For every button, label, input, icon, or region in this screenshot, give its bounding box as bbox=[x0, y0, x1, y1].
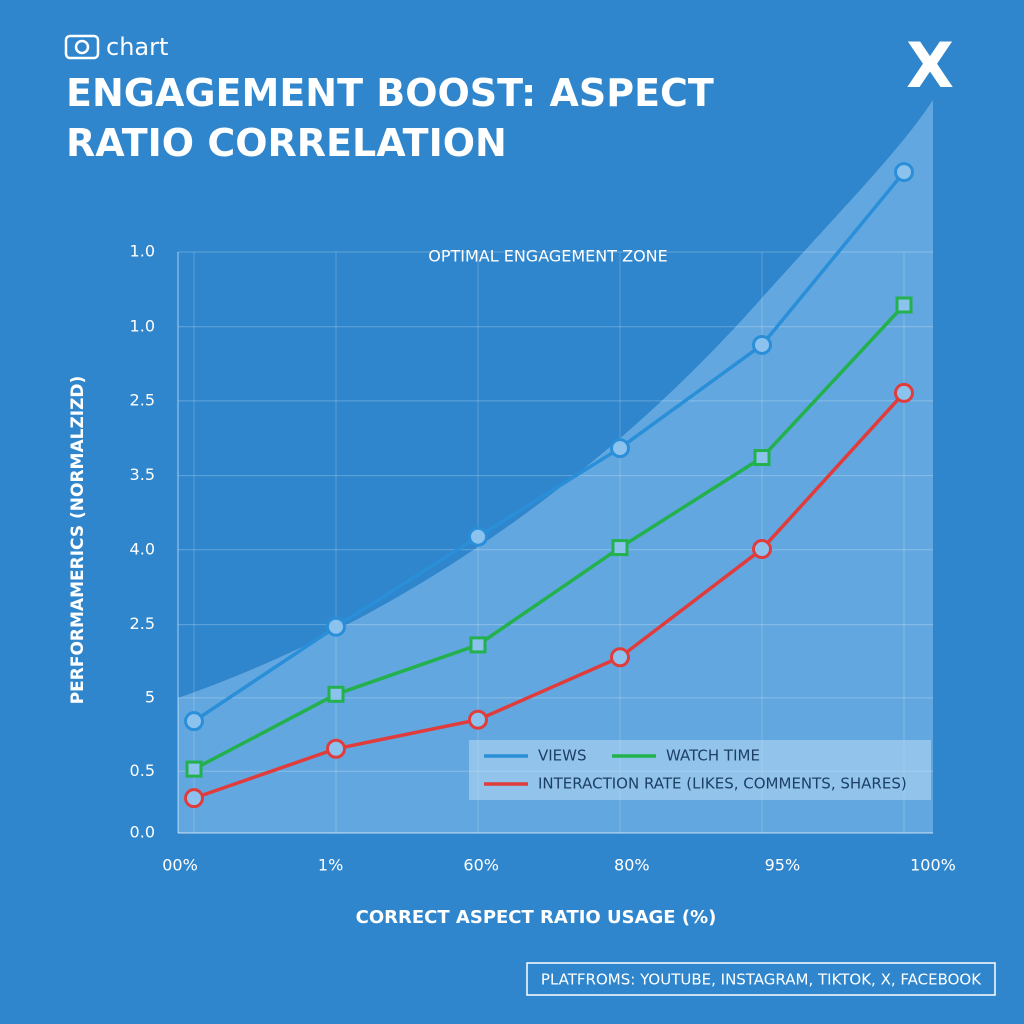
marker bbox=[468, 709, 488, 730]
marker bbox=[327, 685, 345, 703]
legend-label: WATCH TIME bbox=[666, 747, 760, 765]
marker bbox=[468, 526, 488, 547]
line bbox=[193, 171, 906, 723]
marker bbox=[184, 788, 204, 809]
x-tick-label: 60% bbox=[463, 856, 499, 875]
camera-lens bbox=[74, 39, 90, 55]
annotation: OPTIMAL ENGAGEMENT ZONE bbox=[428, 247, 668, 266]
line bbox=[193, 391, 906, 800]
y-tick-label: 4.0 bbox=[130, 539, 155, 558]
y-tick-label: 3.5 bbox=[130, 465, 155, 484]
x-tick-label: 1% bbox=[318, 856, 343, 875]
legend-label: INTERACTION RATE (LIKES, COMMENTS, SHARE… bbox=[538, 775, 907, 793]
y-tick-label: 1.0 bbox=[130, 316, 155, 335]
y-tick-label: 5 bbox=[145, 687, 155, 706]
footer-box bbox=[526, 962, 996, 996]
x-tick-label: 80% bbox=[614, 856, 650, 875]
marker bbox=[610, 438, 630, 459]
marker bbox=[610, 647, 630, 668]
optimal-zone bbox=[178, 100, 933, 833]
marker bbox=[326, 738, 346, 759]
marker bbox=[326, 616, 346, 637]
camera-icon bbox=[64, 34, 100, 60]
marker bbox=[895, 296, 913, 314]
footer: PLATFROMS: YOUTUBE, INSTAGRAM, TIKTOK, X… bbox=[541, 971, 982, 989]
y-tick-label: 2.5 bbox=[130, 614, 155, 633]
marker bbox=[184, 711, 204, 732]
marker bbox=[894, 162, 914, 183]
x-tick-label: 95% bbox=[765, 856, 801, 875]
x-axis-label: CORRECT ASPECT RATIO USAGE (%) bbox=[356, 907, 717, 928]
y-tick-label: 2.5 bbox=[130, 390, 155, 409]
x-tick-label: 00% bbox=[162, 856, 198, 875]
marker bbox=[185, 760, 203, 778]
y-tick-label: 1.0 bbox=[130, 242, 155, 261]
x-tick-label: 100% bbox=[910, 856, 956, 875]
marker bbox=[469, 636, 487, 654]
y-axis-label: PERFORMAMERICS (NORMALZIZD) bbox=[68, 376, 88, 705]
y-tick-label: 0.5 bbox=[130, 761, 155, 780]
line bbox=[193, 303, 906, 771]
legend-label: VIEWS bbox=[538, 747, 587, 765]
marker bbox=[611, 539, 629, 557]
marker bbox=[753, 449, 771, 467]
marker bbox=[752, 334, 772, 355]
marker bbox=[752, 539, 772, 560]
logo: X bbox=[906, 29, 954, 102]
marker bbox=[894, 382, 914, 403]
y-tick-label: 0.0 bbox=[130, 823, 155, 842]
chart-title: ENGAGEMENT BOOST: ASPECT RATIO CORRELATI… bbox=[66, 71, 714, 165]
legend-box bbox=[469, 740, 931, 800]
brand: chart bbox=[106, 33, 168, 61]
